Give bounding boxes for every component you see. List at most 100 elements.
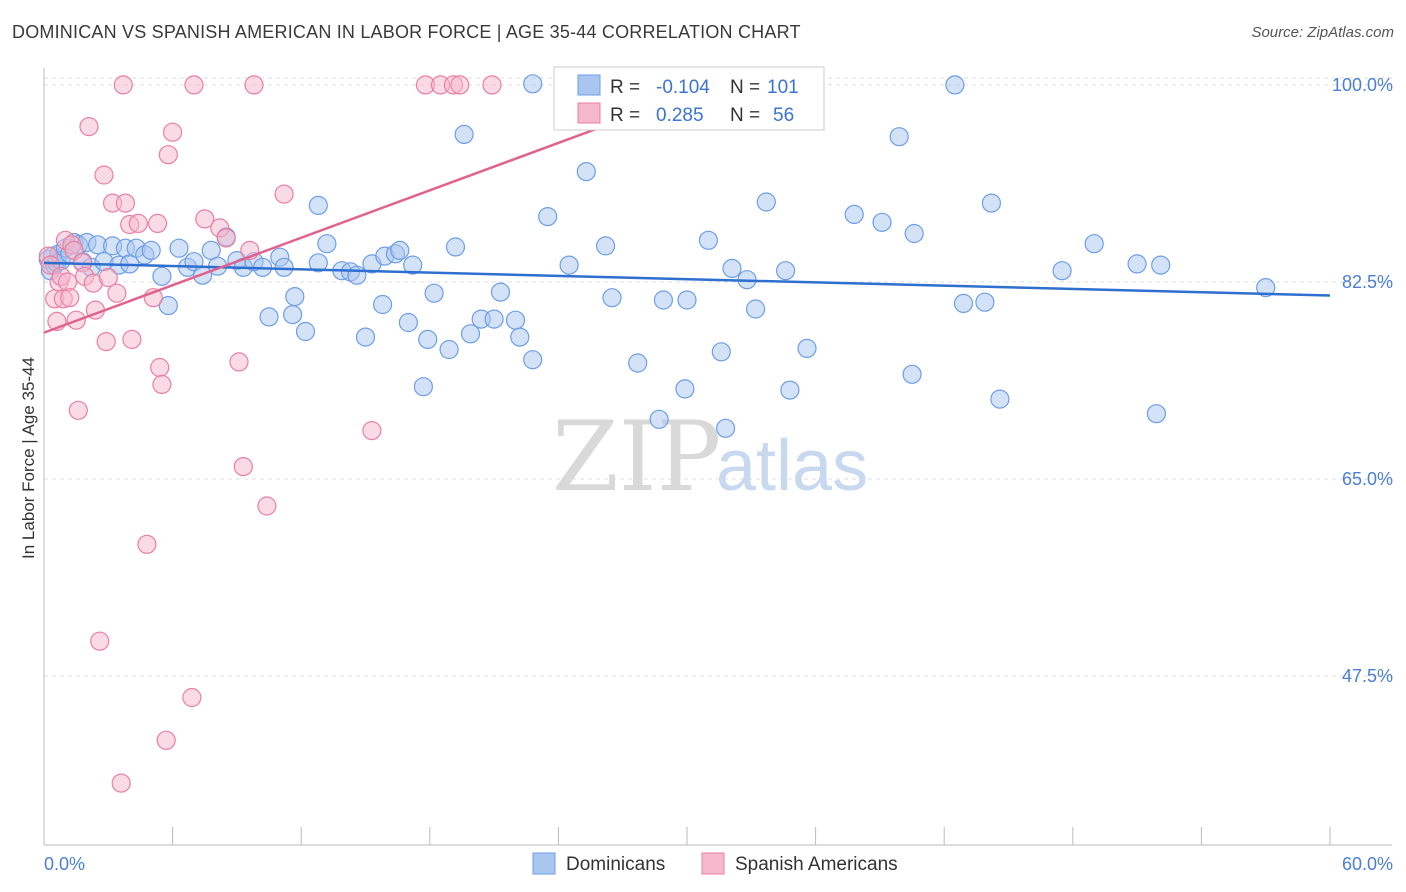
data-point (889, 127, 909, 147)
data-point (373, 294, 393, 315)
data-point (308, 253, 328, 273)
data-point (111, 773, 131, 793)
data-point (1084, 234, 1104, 254)
data-point (649, 409, 669, 429)
data-point (79, 116, 99, 137)
y-tick-label: 65.0% (1342, 469, 1393, 489)
data-point (454, 124, 474, 144)
data-point (156, 730, 176, 750)
data-point (152, 266, 172, 286)
data-point (57, 272, 78, 292)
data-point (390, 240, 410, 260)
data-point (797, 338, 817, 358)
data-point (169, 238, 189, 258)
data-point (1127, 254, 1147, 274)
data-point (295, 321, 316, 342)
stats-n-label-spanish-americans: N = (730, 105, 760, 126)
data-point (308, 195, 328, 215)
trend-line-spanish-americans (43, 100, 671, 334)
data-point (1052, 261, 1072, 281)
data-point (1146, 404, 1167, 424)
data-point (595, 236, 616, 256)
data-point (90, 631, 110, 651)
data-point (424, 283, 444, 303)
legend-label-dominicans: Dominicans (566, 854, 665, 875)
watermark: ZIP atlas (552, 401, 868, 513)
data-point (158, 296, 178, 316)
watermark-atlas: atlas (716, 426, 868, 506)
legend-label-spanish-americans: Spanish Americans (735, 854, 898, 875)
data-point (559, 255, 579, 275)
chart-title: DOMINICAN VS SPANISH AMERICAN IN LABOR F… (12, 22, 801, 42)
data-point (490, 282, 511, 302)
data-point (107, 283, 127, 303)
data-point (715, 418, 736, 438)
data-point (96, 332, 116, 352)
y-tick-label: 100.0% (1332, 75, 1393, 95)
stats-n-label-dominicans: N = (730, 77, 760, 98)
data-point (68, 400, 88, 420)
data-point (403, 255, 423, 275)
data-point (195, 209, 215, 229)
data-point (98, 267, 118, 288)
data-point (445, 237, 466, 257)
data-point (152, 374, 172, 394)
data-point (285, 287, 305, 307)
data-point (128, 213, 148, 233)
data-point (677, 290, 697, 310)
data-point (115, 193, 136, 213)
watermark-zip: ZIP (552, 401, 721, 513)
data-point (975, 292, 995, 312)
data-point (182, 687, 202, 708)
data-point (745, 299, 766, 319)
data-point (902, 364, 922, 384)
data-point (274, 257, 294, 277)
data-point (460, 324, 481, 344)
y-tick-label: 47.5% (1342, 666, 1393, 686)
tick-label-layer: 47.5% 65.0% 82.5% 100.0% 0.0% 60.0% (44, 75, 1393, 874)
stats-n-value-spanish-americans: 56 (773, 105, 794, 126)
data-point (505, 310, 526, 330)
stats-r-value-spanish-americans: 0.285 (656, 105, 704, 126)
data-point (602, 288, 622, 308)
trend-layer (43, 100, 1331, 334)
stats-r-value-dominicans: -0.104 (656, 77, 710, 98)
x-tick-label-max: 60.0% (1342, 854, 1393, 874)
data-point (953, 293, 974, 313)
data-point (398, 312, 418, 333)
data-point (482, 75, 502, 95)
data-point (216, 228, 236, 248)
data-point (711, 342, 731, 362)
data-point (413, 377, 433, 397)
data-point (158, 145, 178, 165)
data-point (904, 223, 924, 244)
data-point (362, 421, 382, 441)
data-point (576, 162, 596, 182)
data-point (94, 165, 114, 185)
data-point (775, 261, 796, 281)
data-point (675, 379, 695, 399)
data-point (523, 350, 543, 370)
stats-r-label-spanish-americans: R = (610, 105, 640, 126)
data-point (163, 122, 183, 142)
data-point (257, 496, 277, 516)
data-point (418, 329, 438, 349)
data-point (439, 339, 459, 360)
stats-r-label-dominicans: R = (610, 77, 640, 98)
grid-layer (44, 77, 1392, 677)
data-point (122, 329, 142, 349)
source-label: Source: ZipAtlas.com (1251, 24, 1394, 41)
data-point (780, 380, 800, 400)
data-point (698, 230, 719, 250)
data-point (510, 327, 530, 347)
trend-line-dominicans (43, 261, 1331, 297)
data-point (137, 534, 157, 554)
series-spanish-americans (38, 75, 502, 793)
data-point (184, 75, 204, 95)
data-point (347, 265, 367, 285)
data-point (229, 352, 249, 372)
data-point (872, 212, 892, 232)
data-point (283, 305, 303, 325)
data-point (355, 327, 376, 347)
